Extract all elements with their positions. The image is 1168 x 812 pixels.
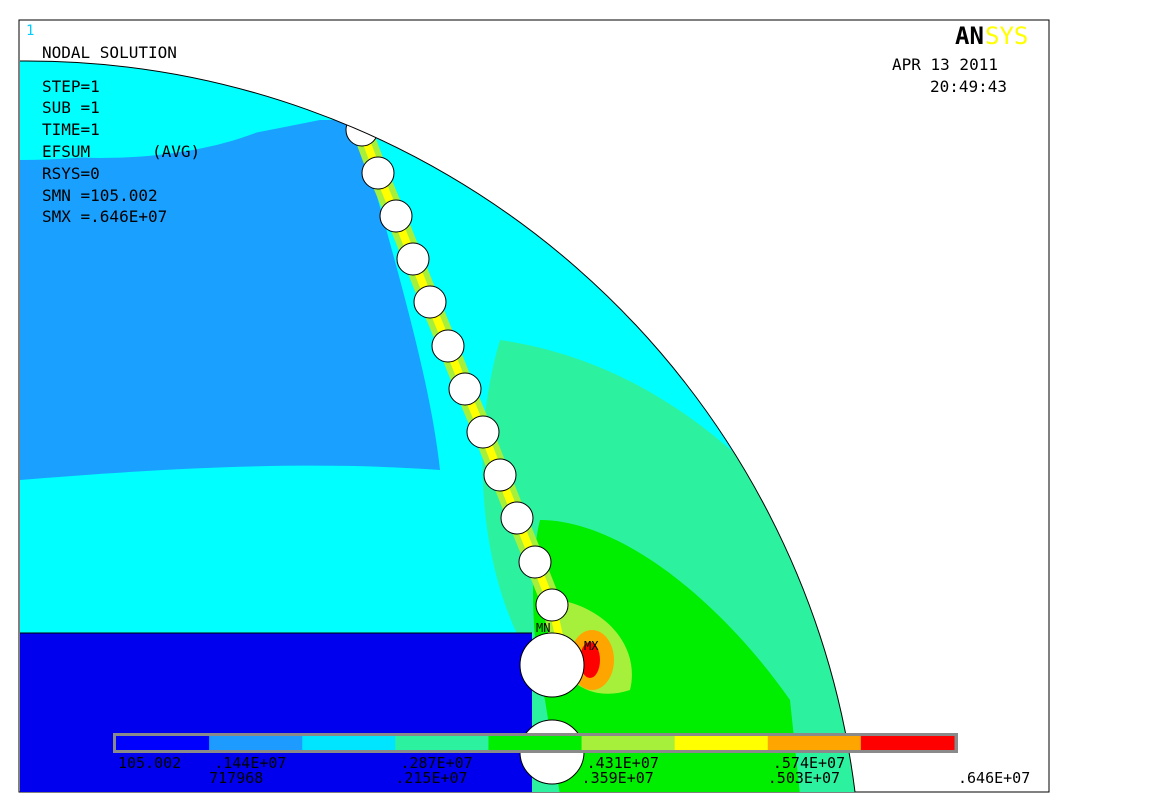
legend-swatch	[860, 736, 955, 750]
info-time: TIME=1	[42, 120, 100, 139]
hole	[518, 545, 552, 579]
ansys-logo: AN SYS	[955, 22, 1028, 50]
legend-swatch	[488, 736, 583, 750]
legend-label-bottom: .646E+07	[958, 769, 1030, 787]
legend-label-top: .144E+07	[214, 754, 286, 772]
info-avg: (AVG)	[152, 142, 200, 161]
legend-label-bottom: .359E+07	[582, 769, 654, 787]
info-sub: SUB =1	[42, 98, 100, 117]
legend-labels: 105.002 .144E+07 .287E+07 .431E+07 .574E+07 7…	[118, 754, 1030, 787]
model-boundary	[19, 60, 856, 793]
hole	[361, 156, 395, 190]
large-hole	[519, 632, 585, 698]
legend-swatch	[116, 736, 210, 750]
hole	[483, 458, 517, 492]
window-number: 1	[26, 23, 34, 39]
legend-label-top: 105.002	[118, 754, 181, 772]
legend-label-top: .431E+07	[587, 754, 659, 772]
hole	[466, 415, 500, 449]
contour-bright-green-core	[533, 520, 800, 792]
legend-label-bottom: 717968	[209, 769, 263, 787]
plot-title: NODAL SOLUTION	[42, 43, 177, 62]
max-marker: MX	[584, 639, 599, 653]
hole	[448, 372, 482, 406]
holes	[345, 113, 585, 785]
info-quantity: EFSUM	[42, 142, 90, 161]
logo-sys: SYS	[985, 22, 1028, 50]
info-step: STEP=1	[42, 77, 100, 96]
hole	[413, 285, 447, 319]
plot-time: 20:49:43	[930, 77, 1007, 96]
legend-swatch	[302, 736, 396, 750]
legend-swatch	[209, 736, 303, 750]
hole	[500, 501, 534, 535]
legend-label-top: .574E+07	[773, 754, 845, 772]
legend-swatch	[581, 736, 676, 750]
hole	[396, 242, 430, 276]
hole	[379, 199, 413, 233]
legend-swatch	[395, 736, 489, 750]
hole	[535, 588, 569, 622]
legend-label-bottom: .215E+07	[395, 769, 467, 787]
info-smn: SMN =105.002	[42, 186, 158, 205]
hot-spot-red	[580, 642, 600, 678]
legend-label-bottom: .503E+07	[768, 769, 840, 787]
contour-bottom-region	[20, 633, 532, 792]
hole	[431, 329, 465, 363]
color-legend	[113, 733, 958, 753]
contour-inner-region	[20, 60, 440, 480]
plot-date: APR 13 2011	[892, 55, 998, 74]
logo-an: AN	[955, 22, 984, 50]
legend-swatch	[674, 736, 769, 750]
legend-swatch	[767, 736, 862, 750]
info-rsys: RSYS=0	[42, 164, 100, 183]
legend-label-top: .287E+07	[400, 754, 472, 772]
info-smx: SMX =.646E+07	[42, 207, 167, 226]
min-marker: MN	[536, 621, 550, 635]
